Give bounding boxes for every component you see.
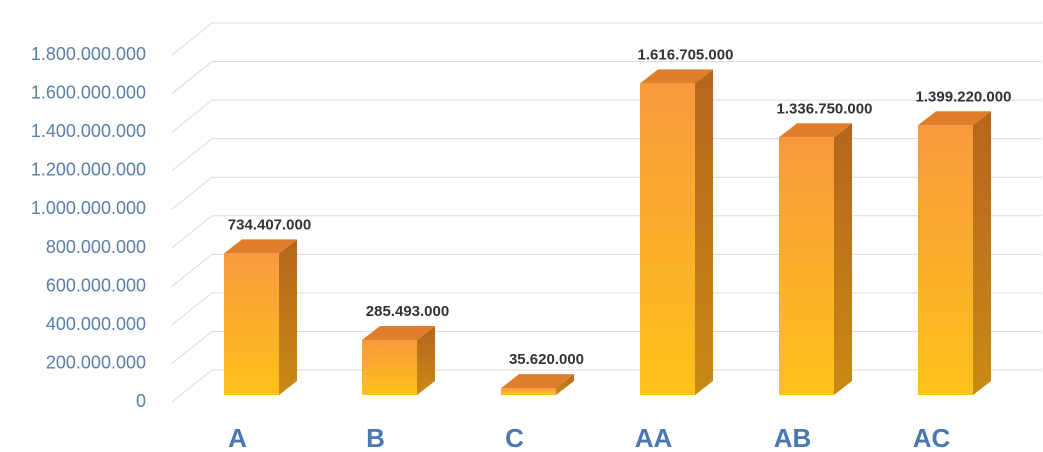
gridlines (171, 22, 1042, 403)
x-tick-label: AC (913, 423, 951, 452)
bar-top (501, 374, 574, 389)
bar-top (362, 325, 435, 340)
gridline (171, 22, 1042, 56)
y-tick-label: 1.600.000.000 (31, 83, 146, 103)
bar-side (556, 374, 574, 395)
y-tick-label: 0 (136, 391, 146, 411)
y-tick-label: 1.800.000.000 (31, 44, 146, 64)
y-axis-ticks: 0 200.000.000 400.000.000 600.000.000 800.00… (31, 44, 146, 411)
data-label: 1.336.750.000 (777, 100, 873, 117)
x-tick-label: AA (635, 423, 673, 452)
gridline (171, 99, 1042, 133)
y-tick-label: 200.000.000 (46, 352, 146, 372)
bar-side (834, 123, 852, 395)
bar (640, 69, 713, 395)
bar (918, 111, 991, 395)
bar-front (224, 253, 279, 395)
x-tick-label: AB (774, 423, 812, 452)
y-tick-label: 400.000.000 (46, 314, 146, 334)
bars (224, 69, 991, 395)
y-tick-label: 1.400.000.000 (31, 121, 146, 141)
bar-side (279, 239, 297, 395)
gridline (171, 176, 1042, 210)
gridline (171, 369, 1042, 403)
bar-top (779, 123, 852, 138)
data-label: 35.620.000 (509, 351, 584, 368)
x-axis-ticks: A B C AA AB AC (228, 423, 950, 452)
gridline (171, 330, 1042, 364)
y-tick-label: 600.000.000 (46, 275, 146, 295)
bar-front (501, 388, 556, 395)
bar-side (973, 111, 991, 395)
x-tick-label: B (366, 423, 385, 452)
bar-top (640, 69, 713, 84)
y-tick-label: 1.000.000.000 (31, 198, 146, 218)
y-tick-label: 1.200.000.000 (31, 160, 146, 180)
bar-side (417, 325, 435, 395)
bar-front (362, 339, 417, 395)
gridline (171, 138, 1042, 172)
bar (224, 239, 297, 395)
data-label: 1.399.220.000 (916, 88, 1012, 105)
data-label: 285.493.000 (366, 303, 449, 320)
data-labels: 734.407.000 285.493.000 35.620.000 1.616.70… (228, 46, 1012, 368)
x-tick-label: C (505, 423, 524, 452)
gridline (171, 292, 1042, 326)
x-tick-label: A (228, 423, 247, 452)
bar-front (640, 83, 695, 395)
bar-top (224, 239, 297, 254)
data-label: 1.616.705.000 (638, 46, 734, 63)
bar-top (918, 111, 991, 126)
bar-front (779, 137, 834, 395)
bar (779, 123, 852, 395)
bar (362, 325, 435, 395)
y-tick-label: 800.000.000 (46, 237, 146, 257)
gridline (171, 61, 1042, 94)
gridline (171, 253, 1042, 287)
bar-side (695, 69, 713, 395)
gridline (171, 215, 1042, 249)
bar (501, 374, 574, 395)
data-label: 734.407.000 (228, 216, 311, 233)
bar-front (918, 125, 973, 395)
